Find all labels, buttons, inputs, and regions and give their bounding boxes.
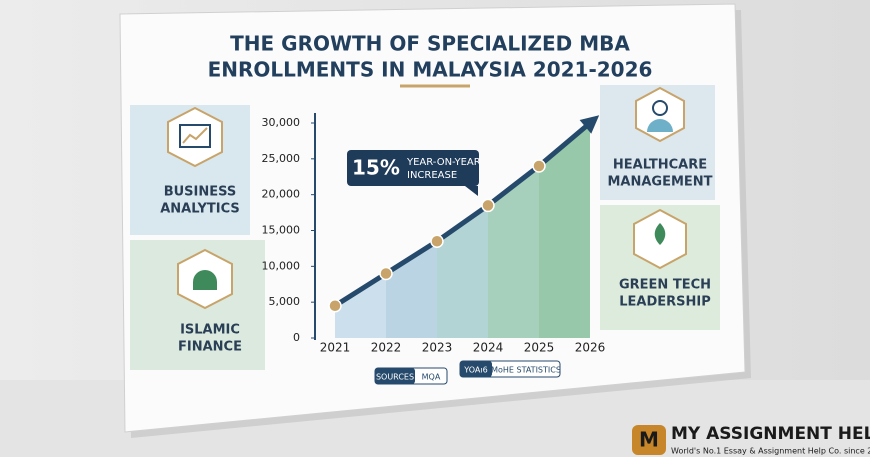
- icon: [652, 100, 668, 116]
- point: [532, 159, 546, 173]
- panel-label: GREEN TECH: [619, 278, 711, 293]
- panel-label: BUSINESS: [164, 185, 237, 200]
- logo: [632, 425, 666, 455]
- x-tick-label: 2024: [473, 341, 504, 355]
- annotation-text: YEAR-ON-YEAR: [406, 157, 481, 168]
- annotation-box: [347, 150, 479, 186]
- y-tick-label: 15,000: [262, 224, 301, 237]
- source-value: MoHE STATISTICS: [491, 366, 561, 375]
- icon: [654, 223, 666, 245]
- x-tick-label: 2023: [422, 341, 453, 355]
- icon: [647, 119, 673, 132]
- source-value: MQA: [422, 373, 441, 382]
- point: [328, 299, 342, 313]
- icon: [179, 124, 211, 148]
- source-key-bg: [375, 368, 415, 384]
- x-tick-label: 2025: [524, 341, 555, 355]
- panel-label: HEALTHCARE: [613, 158, 707, 173]
- icon: [182, 127, 208, 144]
- arrow-head: [579, 115, 600, 134]
- y-tick-label: 0: [293, 331, 300, 344]
- line: [333, 121, 592, 308]
- annotation-pointer: [465, 186, 478, 196]
- panel-label: FINANCE: [178, 340, 242, 355]
- logo-text: M: [639, 428, 659, 452]
- brand-name: MY ASSIGNMENT HELP: [671, 424, 870, 444]
- icon: [193, 270, 217, 290]
- area-band: [437, 205, 488, 338]
- area-band: [539, 123, 590, 338]
- y-tick-label: 30,000: [262, 116, 301, 129]
- panel-label: ANALYTICS: [160, 202, 240, 217]
- x-tick-label: 2021: [320, 341, 351, 355]
- panel-label: ISLAMIC: [180, 323, 240, 338]
- point: [430, 234, 444, 248]
- brand-tagline: World's No.1 Essay & Assignment Help Co.…: [671, 447, 870, 456]
- y-tick-label: 5,000: [269, 295, 301, 308]
- y-tick-label: 10,000: [262, 259, 301, 272]
- title-line: THE GROWTH OF SPECIALIZED MBA: [230, 32, 630, 56]
- point: [481, 198, 495, 213]
- x-tick-label: 2026: [575, 341, 606, 355]
- annotation-text: INCREASE: [407, 170, 457, 181]
- area-band: [335, 273, 386, 338]
- title-line: ENROLLMENTS IN MALAYSIA 2021-2026: [208, 58, 653, 82]
- x-tick-label: 2022: [371, 341, 402, 355]
- annotation-value: 15%: [352, 156, 400, 180]
- panel-label: MANAGEMENT: [607, 175, 712, 190]
- source-key-bg: [460, 361, 492, 377]
- y-tick-label: 20,000: [262, 188, 301, 201]
- source-key: SOURCES: [376, 373, 414, 382]
- y-tick-label: 25,000: [262, 152, 301, 165]
- icon-frame: [167, 106, 223, 168]
- area-band: [488, 166, 539, 338]
- point: [379, 266, 393, 281]
- plot: 0 5,000 10,000 15,000 20,000 25,000 30,000 2021…: [262, 113, 606, 355]
- panel-label: LEADERSHIP: [619, 295, 711, 310]
- source-key: YOAı6: [463, 366, 487, 375]
